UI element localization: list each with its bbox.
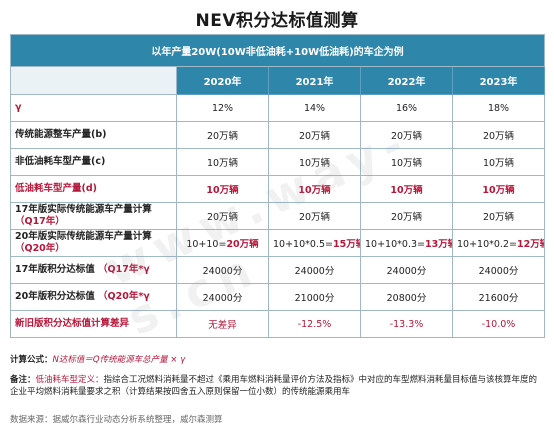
row-label: 新旧版积分达标值计算差异 bbox=[10, 310, 177, 338]
formula-text: N达标值＝Q传统能源车总产量 × γ bbox=[52, 355, 186, 365]
table-header: 以年产量20W(10W非低油耗+10W低油耗)的车企为例 bbox=[9, 34, 546, 67]
page-title: NEV积分达标值测算 bbox=[195, 11, 359, 31]
note-term: 低油耗车型定义： bbox=[35, 375, 104, 385]
year-header: 2023年 bbox=[451, 66, 546, 95]
row-label: 低油耗车型产量(d) bbox=[10, 175, 177, 203]
cell: 10万辆 bbox=[176, 148, 269, 176]
formula-label: 计算公式： bbox=[10, 355, 53, 365]
cell: 20万辆 bbox=[451, 121, 546, 149]
table-row: 17年版积分达标值 （Q17年*γ 24000分 24000分 24000分 2… bbox=[10, 256, 546, 284]
year-header: 2021年 bbox=[268, 66, 361, 95]
table-row: γ 12% 14% 16% 18% bbox=[10, 94, 546, 122]
note-block: 备注：低油耗车型定义：指综合工况燃料消耗量不超过《乘用车燃料消耗量评价方法及指标… bbox=[10, 374, 544, 398]
year-header: 2020年 bbox=[176, 66, 269, 95]
cell: 20万辆 bbox=[360, 121, 453, 149]
formula-line: 计算公式：N达标值＝Q传统能源车总产量 × γ bbox=[10, 354, 185, 366]
cell: 24000分 bbox=[360, 256, 453, 284]
cell: -13.3% bbox=[360, 310, 453, 338]
row-label: 17年版积分达标值 （Q17年*γ bbox=[10, 256, 177, 284]
note-text: 指综合工况燃料消耗量不超过《乘用车燃料消耗量评价方法及指标》中对应的车型燃料消耗… bbox=[10, 375, 538, 397]
cell: 10万辆 bbox=[268, 175, 361, 203]
cell: 20万辆 bbox=[360, 202, 453, 230]
cell: 20万辆 bbox=[176, 202, 269, 230]
cell: 24000分 bbox=[176, 256, 269, 284]
note-label: 备注： bbox=[10, 375, 36, 385]
cell: 21000分 bbox=[268, 283, 361, 311]
cell: -12.5% bbox=[268, 310, 361, 338]
cell: 20万辆 bbox=[268, 202, 361, 230]
row-label: 非低油耗车型产量(c) bbox=[10, 148, 177, 176]
cell: 10万辆 bbox=[176, 175, 269, 203]
table-row: 新旧版积分达标值计算差异 无差异 -12.5% -13.3% -10.0% bbox=[10, 310, 546, 338]
row-label-main: 20年版实际传统能源车产量计算 bbox=[15, 231, 152, 242]
table-row: 低油耗车型产量(d) 10万辆 10万辆 10万辆 10万辆 bbox=[10, 175, 546, 203]
cell: 10+10=20万辆 bbox=[176, 229, 269, 257]
table-row: 17年版实际传统能源车产量计算 （Q17年） 20万辆 20万辆 20万辆 20… bbox=[10, 202, 546, 230]
row-label: 17年版实际传统能源车产量计算 （Q17年） bbox=[10, 202, 177, 230]
cell: 10+10*0.3=13万辆 bbox=[360, 229, 453, 257]
cell: 20万辆 bbox=[176, 121, 269, 149]
table-row: 20年版实际传统能源车产量计算 （Q20年） 10+10=20万辆 10+10*… bbox=[10, 229, 546, 257]
table-row: 非低油耗车型产量(c) 10万辆 10万辆 10万辆 10万辆 bbox=[10, 148, 546, 176]
cell: 10万辆 bbox=[360, 175, 453, 203]
cell: 10+10*0.2=12万辆 bbox=[451, 229, 546, 257]
row-label: 传统能源整车产量(b) bbox=[10, 121, 177, 149]
nev-credit-table: 以年产量20W(10W非低油耗+10W低油耗)的车企为例 2020年 2021年… bbox=[9, 34, 546, 338]
cell: 18% bbox=[451, 94, 546, 122]
cell: 24000分 bbox=[268, 256, 361, 284]
cell: -10.0% bbox=[451, 310, 546, 338]
cell: 24000分 bbox=[176, 283, 269, 311]
cell: 10万辆 bbox=[268, 148, 361, 176]
cell: 20万辆 bbox=[451, 202, 546, 230]
cell: 16% bbox=[360, 94, 453, 122]
corner-cell bbox=[10, 66, 177, 95]
cell: 14% bbox=[268, 94, 361, 122]
cell: 10万辆 bbox=[451, 148, 546, 176]
row-label-sub: （Q17年） bbox=[15, 216, 65, 227]
row-label: 20年版实际传统能源车产量计算 （Q20年） bbox=[10, 229, 177, 257]
cell: 无差异 bbox=[176, 310, 269, 338]
year-header: 2022年 bbox=[360, 66, 453, 95]
cell: 20800分 bbox=[360, 283, 453, 311]
cell: 12% bbox=[176, 94, 269, 122]
table-row: 传统能源整车产量(b) 20万辆 20万辆 20万辆 20万辆 bbox=[10, 121, 546, 149]
row-label: γ bbox=[10, 94, 177, 122]
row-label-sub: （Q20年） bbox=[15, 243, 65, 254]
cell: 10万辆 bbox=[451, 175, 546, 203]
table-row: 20年版积分达标值 （Q20年*γ 24000分 21000分 20800分 2… bbox=[10, 283, 546, 311]
cell: 24000分 bbox=[451, 256, 546, 284]
row-label: 20年版积分达标值 （Q20年*γ bbox=[10, 283, 177, 311]
cell: 10+10*0.5=15万辆 bbox=[268, 229, 361, 257]
cell: 21600分 bbox=[451, 283, 546, 311]
data-source: 数据来源：据威尔森行业动态分析系统整理，威尔森测算 bbox=[10, 415, 223, 425]
row-label-main: 17年版实际传统能源车产量计算 bbox=[15, 204, 152, 215]
cell: 10万辆 bbox=[360, 148, 453, 176]
cell: 20万辆 bbox=[268, 121, 361, 149]
